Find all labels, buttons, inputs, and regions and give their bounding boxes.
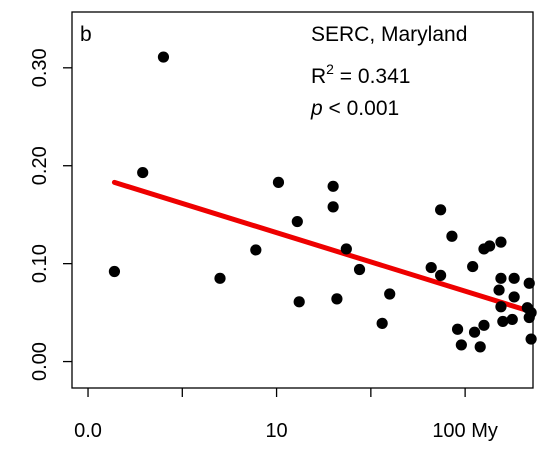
data-point	[523, 277, 535, 289]
data-point	[525, 333, 537, 345]
r-squared-value: = 0.341	[334, 65, 410, 88]
r-squared-superscript: 2	[326, 61, 334, 77]
data-point	[484, 240, 496, 252]
data-point	[521, 302, 533, 314]
y-tick-label: 0.00	[29, 342, 51, 381]
data-point	[508, 291, 520, 303]
panel-label: b	[80, 23, 92, 46]
regression-line	[111, 179, 534, 315]
data-point	[353, 263, 366, 276]
x-tick-label: 100 My	[432, 420, 498, 442]
data-point	[331, 293, 343, 305]
data-point	[291, 215, 303, 228]
data-point	[446, 230, 458, 242]
x-axis: 0.0 10 100 My	[74, 388, 498, 442]
p-letter: p	[310, 97, 323, 120]
data-point	[327, 201, 339, 213]
p-value: < 0.001	[323, 97, 399, 120]
data-point	[435, 269, 447, 281]
y-axis: 0.00 0.10 0.20 0.30	[29, 48, 72, 381]
data-point	[495, 236, 507, 248]
data-point	[506, 313, 518, 326]
data-point	[455, 339, 467, 351]
data-point	[327, 180, 339, 192]
x-tick-label: 10	[265, 420, 287, 442]
x-tick-label: 0.0	[74, 420, 102, 442]
data-point	[467, 260, 479, 273]
data-point	[293, 296, 305, 308]
y-tick-label: 0.20	[29, 146, 51, 185]
data-point	[157, 51, 170, 63]
data-point	[250, 244, 262, 256]
data-point	[108, 265, 121, 278]
data-point	[214, 272, 226, 284]
y-tick-label: 0.30	[29, 48, 51, 87]
data-point	[474, 341, 486, 353]
data-point	[508, 272, 520, 284]
r-squared-letter: R	[311, 65, 326, 88]
data-points	[108, 51, 537, 353]
data-point	[272, 176, 285, 188]
plot-frame	[71, 11, 534, 389]
p-value-label: p < 0.001	[310, 97, 399, 120]
data-point	[493, 284, 505, 296]
data-point	[495, 272, 507, 284]
data-point	[425, 261, 437, 274]
y-tick-label: 0.10	[29, 244, 51, 283]
data-point	[137, 166, 149, 179]
site-label: SERC, Maryland	[311, 23, 467, 46]
regression-line-group	[111, 179, 534, 315]
data-point	[468, 326, 481, 338]
data-point	[478, 319, 490, 331]
data-point	[376, 317, 388, 329]
data-point	[495, 301, 507, 313]
r-squared-label: R2 = 0.341	[311, 61, 410, 88]
data-point	[435, 204, 447, 216]
data-point	[340, 243, 352, 255]
data-point	[497, 315, 509, 328]
data-point	[451, 323, 464, 335]
data-point	[384, 288, 396, 300]
